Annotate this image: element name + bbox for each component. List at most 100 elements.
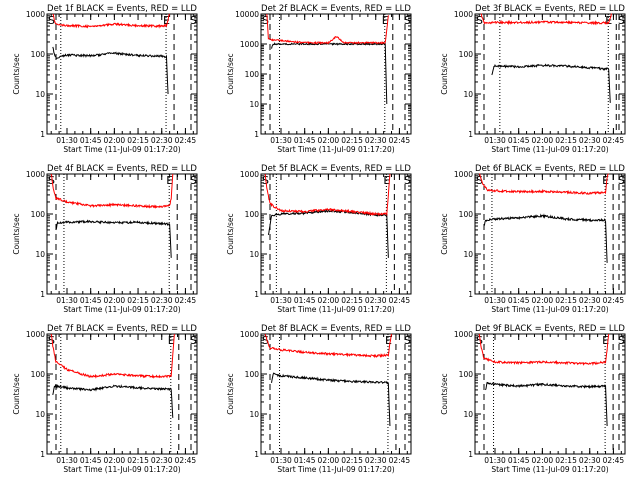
lld-series-line bbox=[478, 333, 610, 366]
panel-title: Det 2f BLACK = Events, RED = LLD bbox=[261, 4, 411, 14]
y-tick-label: 10 bbox=[463, 90, 473, 99]
y-axis-label: Counts/sec bbox=[440, 213, 449, 254]
x-tick-label: 02:30 bbox=[365, 296, 387, 305]
sae-marker-label: E bbox=[605, 14, 612, 27]
x-tick-label: 02:30 bbox=[579, 296, 601, 305]
y-tick-label: 1 bbox=[254, 290, 259, 299]
x-tick-label: 02:15 bbox=[341, 456, 363, 465]
x-axis-label: Start Time (11-Jul-09 01:17:20) bbox=[63, 305, 180, 314]
y-tick-label: 1 bbox=[40, 450, 45, 459]
plot-frame bbox=[260, 13, 412, 135]
y-axis-label: Counts/sec bbox=[226, 373, 235, 414]
plot-frame bbox=[46, 173, 198, 295]
detector-panel: Det 8f BLACK = Events, RED = LLD 1 10 100 10… bbox=[226, 324, 412, 474]
lld-series-line bbox=[50, 173, 174, 209]
y-tick-label: 1000 bbox=[240, 170, 259, 179]
x-tick-label: 01:45 bbox=[294, 456, 316, 465]
sae-marker-label: E bbox=[166, 174, 173, 187]
detector-panel: Det 6f BLACK = Events, RED = LLD 1 10 100 10… bbox=[440, 164, 626, 314]
events-series-line bbox=[491, 63, 611, 103]
x-tick-label: 01:30 bbox=[270, 136, 292, 145]
y-axis-label: Counts/sec bbox=[12, 373, 21, 414]
x-tick-label: 02:30 bbox=[151, 296, 173, 305]
x-tick-label: 02:45 bbox=[389, 136, 411, 145]
detector-panel: Det 7f BLACK = Events, RED = LLD 1 10 100 10… bbox=[12, 324, 198, 474]
sae-marker-label: E bbox=[168, 334, 175, 347]
lld-series-line bbox=[480, 13, 612, 26]
x-tick-label: 01:45 bbox=[294, 136, 316, 145]
y-tick-label: 100 bbox=[31, 50, 46, 59]
x-tick-label: 02:15 bbox=[127, 136, 149, 145]
panel-title: Det 4f BLACK = Events, RED = LLD bbox=[47, 164, 197, 174]
sae-marker-label: S bbox=[404, 174, 411, 187]
events-series-line bbox=[485, 381, 608, 427]
y-tick-label: 1000 bbox=[26, 170, 45, 179]
x-tick-label: 02:30 bbox=[579, 136, 601, 145]
x-tick-label: 02:15 bbox=[127, 456, 149, 465]
sae-marker-label: E bbox=[385, 334, 392, 347]
x-tick-label: 02:45 bbox=[175, 456, 197, 465]
sae-marker-label: E bbox=[602, 334, 609, 347]
x-tick-label: 01:45 bbox=[80, 296, 102, 305]
x-tick-label: 02:45 bbox=[603, 296, 625, 305]
panel-title: Det 5f BLACK = Events, RED = LLD bbox=[261, 164, 411, 174]
y-tick-label: 1000 bbox=[454, 170, 473, 179]
y-tick-label: 1000 bbox=[26, 330, 45, 339]
y-tick-label: 1000 bbox=[240, 330, 259, 339]
y-tick-label: 1 bbox=[40, 290, 45, 299]
sae-marker-label: S bbox=[404, 334, 411, 347]
x-tick-label: 01:45 bbox=[294, 296, 316, 305]
x-tick-label: 01:45 bbox=[508, 136, 530, 145]
y-tick-label: 10 bbox=[35, 410, 45, 419]
events-series-line bbox=[271, 42, 388, 105]
sae-marker-label: S bbox=[262, 334, 269, 347]
sae-marker-label: S bbox=[618, 14, 625, 27]
x-tick-label: 02:45 bbox=[389, 456, 411, 465]
x-tick-label: 02:00 bbox=[318, 456, 340, 465]
sae-marker-label: E bbox=[383, 174, 390, 187]
x-axis-label: Start Time (11-Jul-09 01:17:20) bbox=[63, 465, 180, 474]
x-tick-label: 02:00 bbox=[104, 136, 126, 145]
y-tick-label: 1 bbox=[254, 450, 259, 459]
detector-panel: Det 9f BLACK = Events, RED = LLD 1 10 100 10… bbox=[440, 324, 626, 474]
y-tick-label: 10 bbox=[249, 410, 259, 419]
x-tick-label: 02:00 bbox=[104, 296, 126, 305]
plot-frame bbox=[46, 333, 198, 455]
panel-title: Det 8f BLACK = Events, RED = LLD bbox=[261, 324, 411, 334]
y-axis-label: Counts/sec bbox=[440, 373, 449, 414]
y-tick-label: 100 bbox=[245, 70, 260, 79]
y-axis-label: Counts/sec bbox=[226, 53, 235, 94]
sae-marker-label: E bbox=[163, 14, 170, 27]
sae-marker-label: S bbox=[476, 14, 483, 27]
y-tick-label: 1 bbox=[40, 130, 45, 139]
x-tick-label: 02:30 bbox=[365, 136, 387, 145]
sae-marker-label: E bbox=[382, 14, 389, 27]
x-tick-label: 01:30 bbox=[56, 296, 78, 305]
y-tick-label: 1000 bbox=[454, 10, 473, 19]
x-tick-label: 02:15 bbox=[341, 136, 363, 145]
x-tick-label: 01:30 bbox=[270, 456, 292, 465]
x-tick-label: 02:00 bbox=[318, 296, 340, 305]
sae-marker-label: S bbox=[48, 174, 55, 187]
plot-frame bbox=[474, 13, 626, 135]
x-tick-label: 01:30 bbox=[56, 136, 78, 145]
x-tick-label: 01:30 bbox=[270, 296, 292, 305]
y-tick-label: 10 bbox=[35, 250, 45, 259]
panel-title: Det 9f BLACK = Events, RED = LLD bbox=[475, 324, 625, 334]
x-tick-label: 01:30 bbox=[484, 136, 506, 145]
y-tick-label: 10 bbox=[463, 410, 473, 419]
sae-marker-label: S bbox=[190, 14, 197, 27]
y-tick-label: 1000 bbox=[240, 40, 259, 49]
x-tick-label: 01:30 bbox=[484, 296, 506, 305]
panel-title: Det 1f BLACK = Events, RED = LLD bbox=[47, 4, 197, 14]
sae-marker-label: S bbox=[190, 174, 197, 187]
y-tick-label: 1000 bbox=[26, 10, 45, 19]
sae-marker-label: S bbox=[618, 174, 625, 187]
x-tick-label: 02:15 bbox=[555, 296, 577, 305]
detector-panel: Det 1f BLACK = Events, RED = LLD 1 10 100 10… bbox=[12, 4, 198, 154]
x-axis-label: Start Time (11-Jul-09 01:17:20) bbox=[277, 145, 394, 154]
x-tick-label: 02:45 bbox=[175, 136, 197, 145]
x-tick-label: 02:00 bbox=[104, 456, 126, 465]
y-tick-label: 1000 bbox=[454, 330, 473, 339]
detector-panel: Det 5f BLACK = Events, RED = LLD 1 10 100 10… bbox=[226, 164, 412, 314]
